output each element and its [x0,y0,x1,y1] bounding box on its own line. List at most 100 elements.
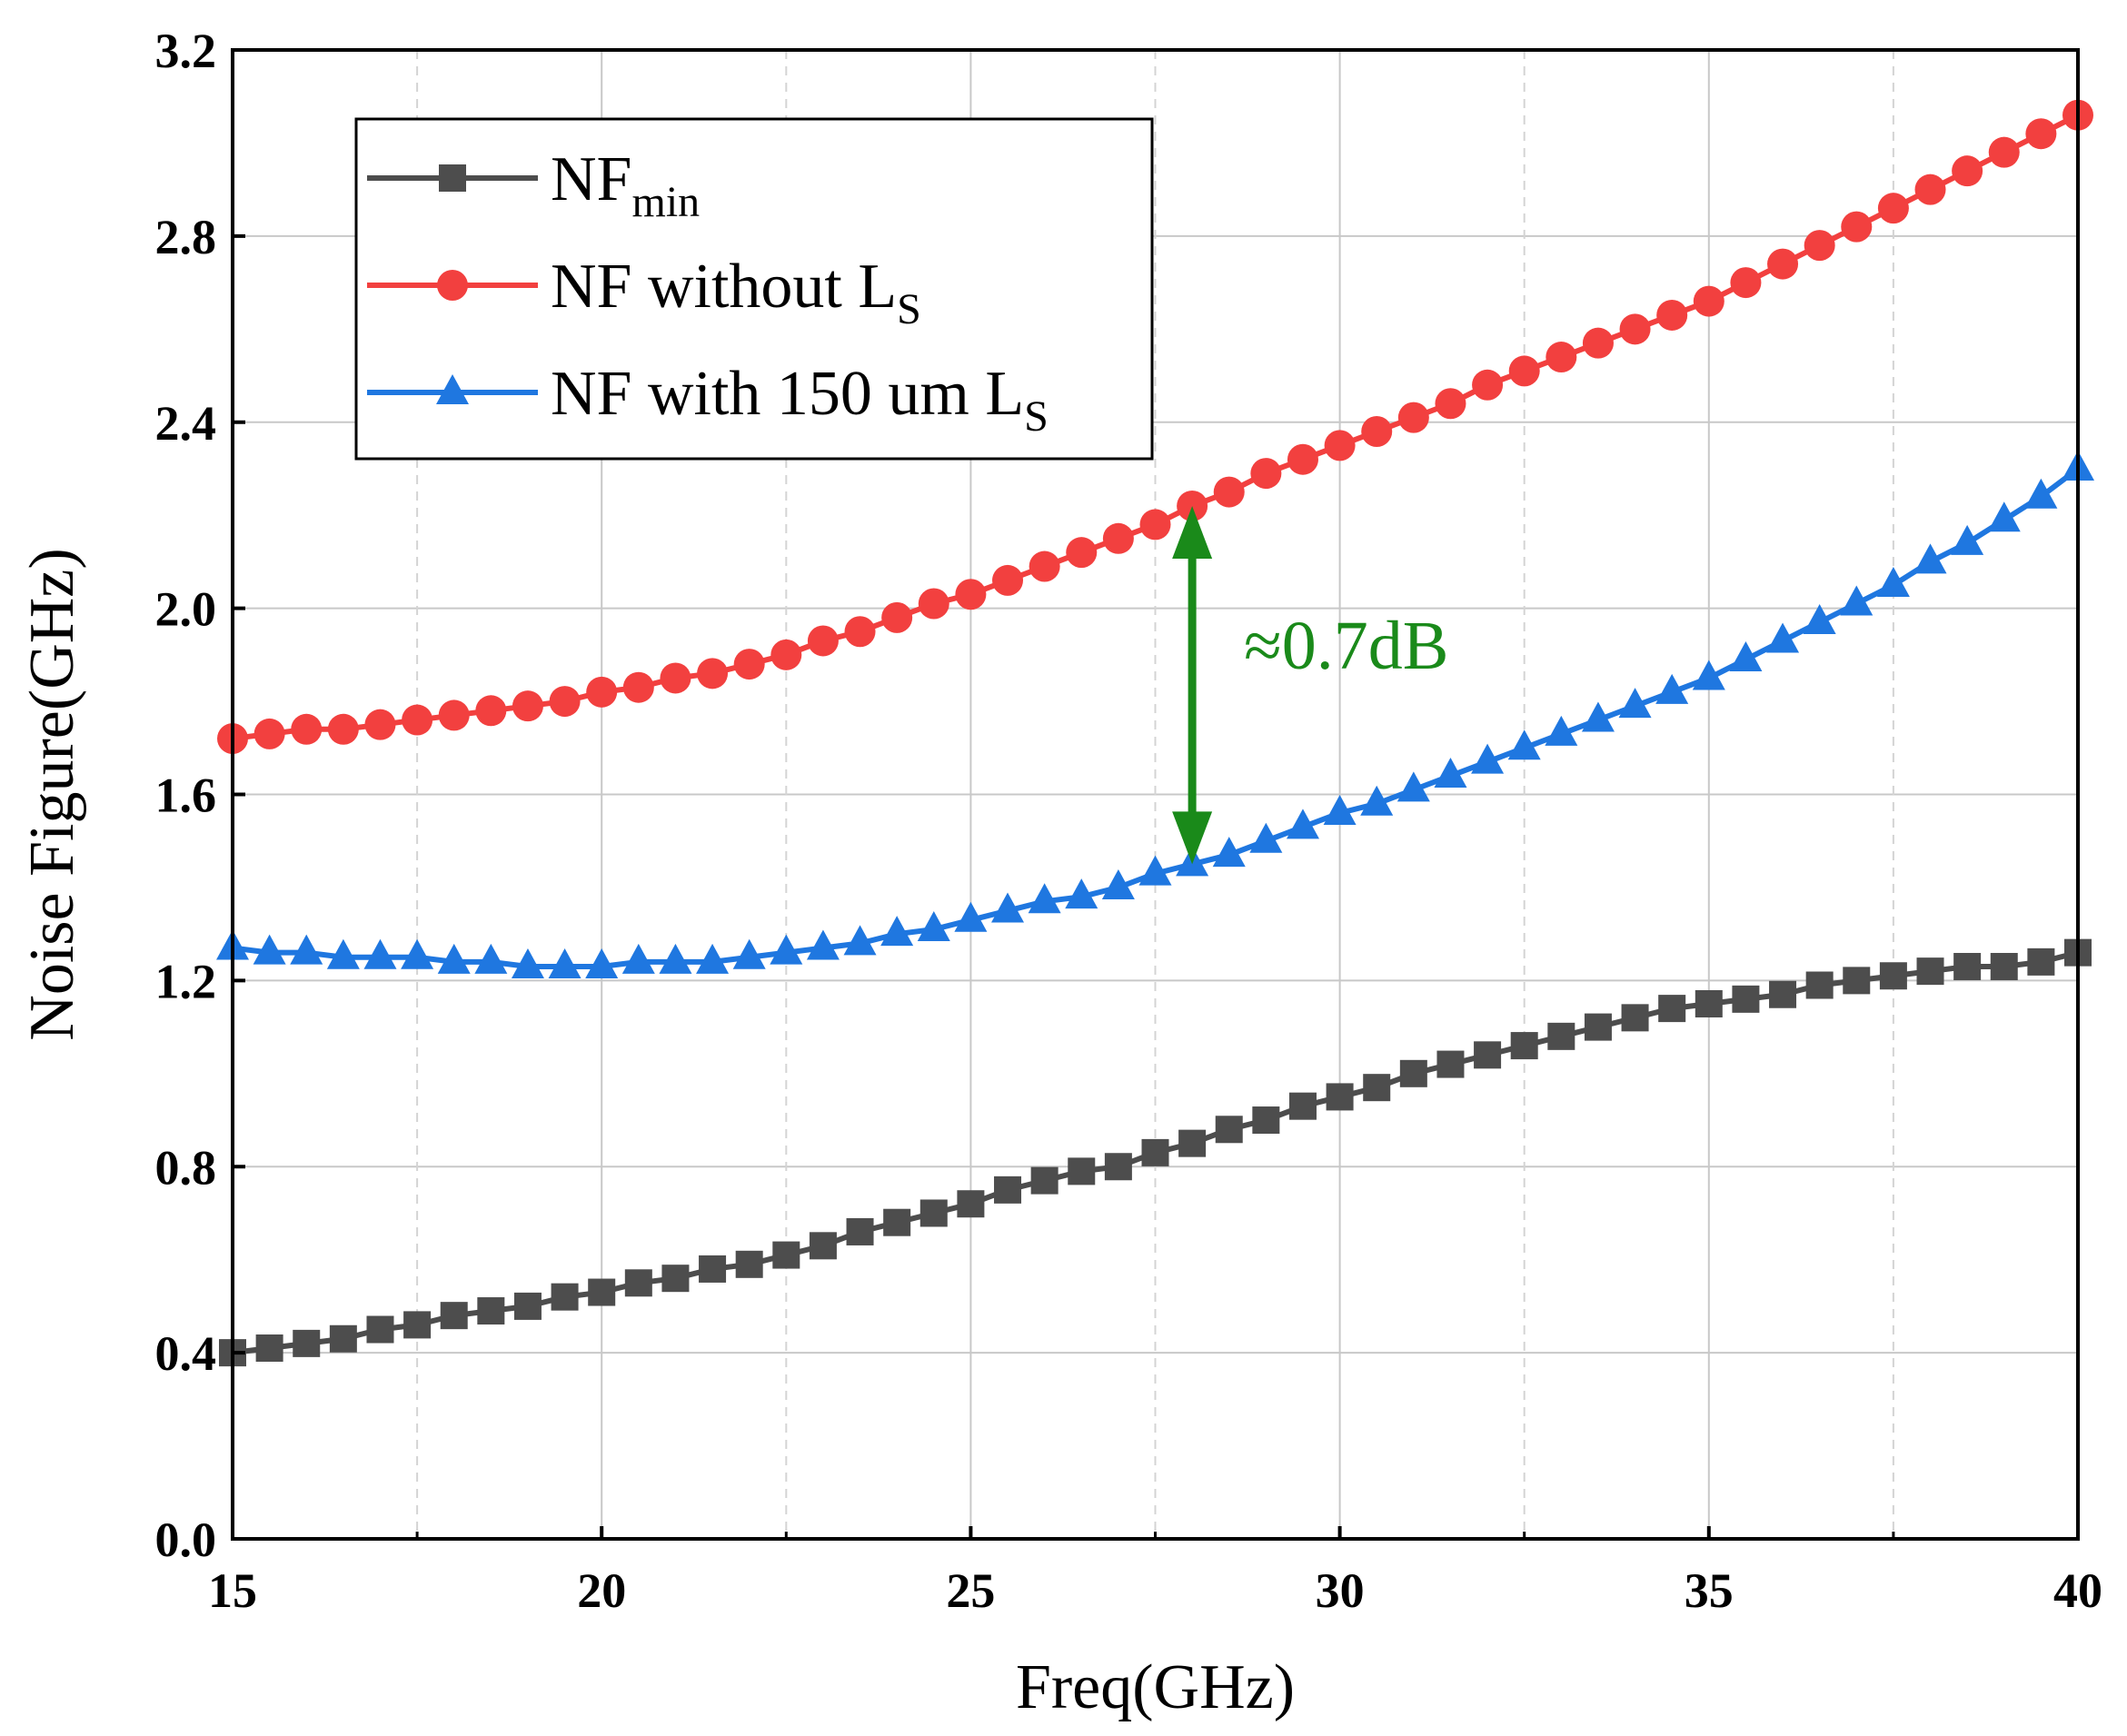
data-point [327,713,359,745]
data-point [697,658,729,689]
data-point [1068,1157,1096,1185]
data-point [1323,794,1357,825]
x-axis-title: Freq(GHz) [1016,1652,1295,1722]
legend-label-main: NF without L [551,252,897,322]
x-tick-label: 15 [208,1563,257,1618]
data-point [1361,415,1393,447]
data-point [880,916,914,947]
data-point [290,934,323,965]
data-point [1324,430,1356,461]
data-point [1288,1092,1317,1120]
data-point [735,1250,763,1278]
data-point [1030,1166,1059,1195]
data-point [1066,537,1098,569]
data-point [1436,1050,1465,1078]
data-point [1472,369,1504,401]
data-point [1141,1138,1169,1166]
y-tick-label: 1.6 [155,769,217,823]
data-point [1581,701,1615,732]
data-point [1656,299,1688,331]
y-tick-label: 0.4 [155,1326,217,1381]
data-point [883,1208,911,1236]
data-point [770,639,802,670]
data-point [955,579,987,610]
data-point [1988,136,2020,168]
data-point [1547,1022,1575,1050]
data-point [1508,355,1540,387]
data-point [551,1283,579,1311]
data-point [1178,1129,1207,1157]
data-point [1805,971,1834,999]
annotation-arrowhead-down [1172,811,1213,865]
x-tick-label: 25 [946,1563,995,1618]
annotation-layer: ≈0.7dB [1172,505,1448,865]
y-tick-label: 0.8 [155,1140,217,1195]
legend-label: NF without LS [551,252,921,333]
annotation-arrowhead-up [1172,505,1213,559]
data-point [622,671,654,703]
data-point [1252,1106,1280,1135]
data-point [621,943,655,974]
legend-label-subscript: S [897,285,921,333]
data-point [401,938,434,969]
legend-marker [439,164,466,192]
data-point [696,943,730,974]
data-point [2025,118,2057,150]
data-point [846,1217,874,1245]
y-tick-label: 2.4 [155,396,217,451]
data-point [1769,980,1797,1008]
legend-label: NF with 150 um LS [551,359,1049,441]
data-point [1102,522,1134,554]
ticks: 0.0 0.4 0.8 1.2 1.6 2.0 2.4 2.8 3.2 15 20 25 30 35 40 [155,24,2103,1618]
data-point [1621,1004,1649,1032]
data-point [659,943,692,974]
data-point [1840,585,1874,616]
data-point [1104,1153,1132,1181]
data-point [1729,640,1763,671]
data-point [549,686,581,718]
y-tick-label: 0.0 [155,1513,217,1567]
data-point [661,1265,690,1293]
data-point [585,948,619,979]
data-point [2027,947,2055,976]
data-point [329,1324,357,1353]
data-point [548,948,581,979]
data-point [733,649,765,680]
data-point [1990,953,2018,981]
series-layer [216,99,2094,1367]
data-point [366,1315,394,1344]
data-point [364,709,396,740]
data-point [1582,327,1614,359]
data-point [843,925,877,956]
data-point [1396,771,1430,802]
data-point [1471,743,1505,774]
data-point [1029,551,1060,582]
x-tick-label: 40 [2053,1563,2102,1618]
data-point [918,588,949,620]
legend-entry: NF with 150 um LS [367,359,1049,441]
legend-label-subscript: S [1024,392,1049,441]
data-point [512,690,543,722]
data-point [1250,458,1282,490]
data-point [1545,715,1578,746]
data-point [991,892,1025,923]
data-point [1065,878,1098,909]
annotation-label: ≈0.7dB [1244,608,1448,684]
x-tick-label: 20 [577,1563,626,1618]
data-point [253,934,286,965]
data-point [402,704,433,736]
y-tick-label: 2.8 [155,210,217,264]
data-point [475,695,507,727]
x-tick-label: 35 [1685,1563,1734,1618]
data-point [1363,1074,1391,1102]
data-point [1212,837,1246,868]
data-point [1804,230,1835,262]
legend-entry: NF without LS [367,252,921,333]
data-point [807,625,839,657]
data-point [1730,267,1762,299]
data-point [1953,953,1982,981]
data-point [1841,211,1873,243]
data-point [1399,1059,1427,1087]
